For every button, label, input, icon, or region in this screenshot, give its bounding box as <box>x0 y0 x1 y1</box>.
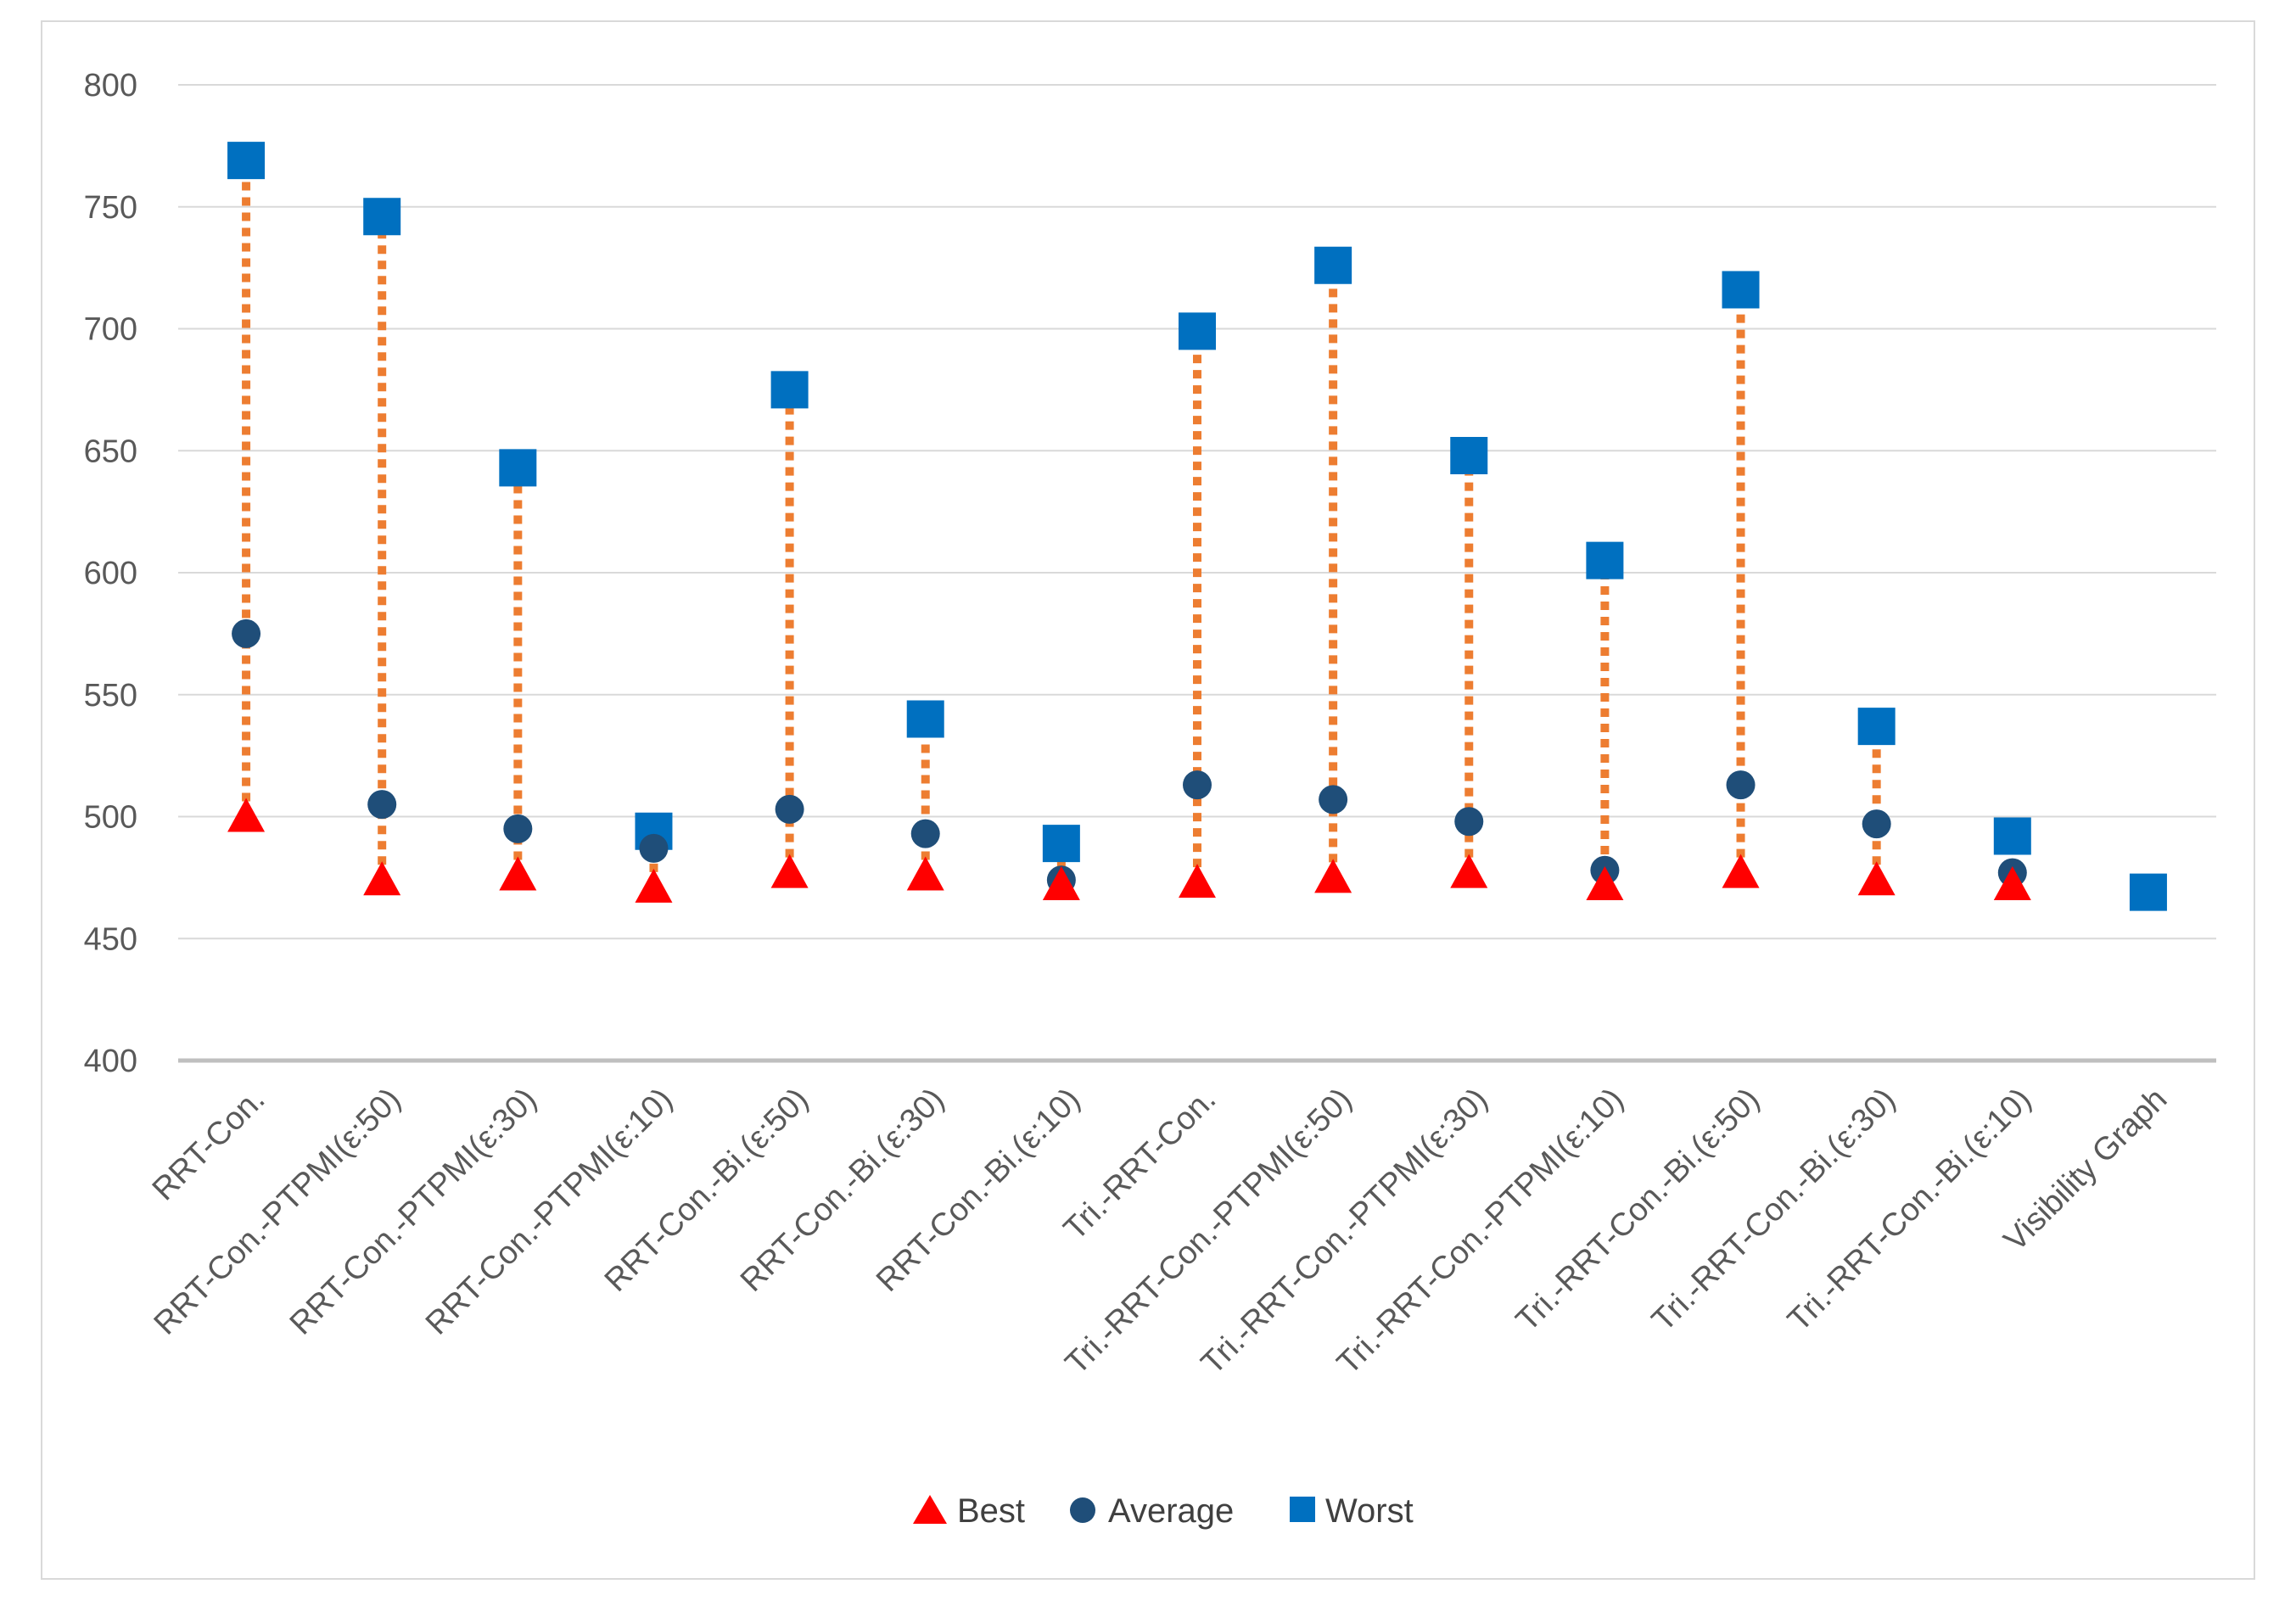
x-axis-category-labels: RRT-Con.RRT-Con.-PTPMI(ε:50)RRT-Con.-PTP… <box>146 1082 2175 1382</box>
x-category-label: RRT-Con.-PTPMI(ε:30) <box>283 1082 544 1342</box>
best-marker <box>906 856 944 891</box>
y-tick-label: 600 <box>84 556 137 591</box>
legend-worst-label: Worst <box>1325 1492 1414 1530</box>
x-category-label: Tri.-RRT-Con.-PTPMI(ε:50) <box>1059 1082 1359 1382</box>
legend-average-marker-icon <box>1070 1497 1095 1523</box>
legend-worst-marker-icon <box>1290 1497 1315 1522</box>
worst-marker <box>1450 437 1488 474</box>
x-category-label: Tri.-RRT-Con.-PTPMI(ε:10) <box>1330 1082 1631 1382</box>
best-marker <box>499 856 537 891</box>
worst-marker <box>1586 541 1624 579</box>
average-marker <box>639 833 669 863</box>
worst-marker <box>1179 312 1216 350</box>
best-marker <box>1314 859 1352 893</box>
best-marker <box>1993 866 2031 900</box>
best-marker <box>227 798 266 832</box>
chart-frame: 400 450 500 550 600 650 700 750 800 RRT-Con. RRT-… <box>41 20 2255 1580</box>
average-marker <box>1726 770 1756 800</box>
average-marker <box>910 819 940 848</box>
y-tick-label: 650 <box>84 434 137 469</box>
x-category-label: RRT-Con.-PTPMI(ε:50) <box>148 1082 408 1342</box>
average-marker <box>1454 807 1484 837</box>
y-axis-tick-labels: 400 450 500 550 600 650 700 750 800 <box>84 68 137 1079</box>
legend-average-label: Average <box>1108 1492 1234 1530</box>
y-tick-label: 700 <box>84 312 137 348</box>
best-marker <box>770 854 809 888</box>
x-category-label: RRT-Con.-PTPMI(ε:10) <box>419 1082 680 1342</box>
y-tick-label: 400 <box>84 1044 137 1079</box>
x-category-label: RRT-Con. <box>146 1082 272 1208</box>
best-marker <box>1722 854 1760 888</box>
legend-item-best[interactable]: Best <box>913 1492 1025 1530</box>
legend: Best Average Worst <box>913 1492 1414 1530</box>
y-tick-label: 550 <box>84 678 137 714</box>
worst-marker <box>499 449 537 487</box>
y-tick-label: 500 <box>84 800 137 836</box>
legend-item-worst[interactable]: Worst <box>1290 1492 1414 1530</box>
average-marker <box>232 618 261 648</box>
y-tick-label: 800 <box>84 68 137 104</box>
average-marker <box>1862 809 1891 839</box>
legend-item-average[interactable]: Average <box>1070 1492 1234 1530</box>
best-marker <box>1450 854 1488 888</box>
best-marker <box>1179 864 1216 898</box>
worst-marker <box>1042 825 1080 863</box>
y-tick-label: 450 <box>84 921 137 957</box>
worst-marker <box>1314 246 1352 284</box>
legend-best-marker-icon <box>913 1495 947 1524</box>
worst-marker <box>1993 817 2031 855</box>
x-category-label: Tri.-RRT-Con.-PTPMI(ε:30) <box>1195 1082 1495 1382</box>
best-marker <box>635 868 673 903</box>
best-marker <box>1586 866 1624 900</box>
best-marker <box>1857 861 1896 896</box>
worst-marker <box>906 700 944 738</box>
average-marker <box>1183 770 1212 800</box>
worst-marker <box>227 142 266 180</box>
data-markers <box>227 142 2167 911</box>
x-category-label: Tri.-RRT-Con.-Bi.(ε:50) <box>1509 1082 1767 1339</box>
worst-marker <box>1857 708 1896 746</box>
worst-marker <box>1722 271 1760 309</box>
x-category-label: Tri.-RRT-Con.-Bi.(ε:10) <box>1781 1082 2038 1339</box>
y-tick-label: 750 <box>84 190 137 226</box>
worst-marker <box>363 198 401 236</box>
legend-best-label: Best <box>957 1492 1025 1530</box>
x-category-label: Tri.-RRT-Con.-Bi.(ε:30) <box>1645 1082 1902 1339</box>
average-marker <box>1319 785 1348 814</box>
worst-marker <box>770 371 809 409</box>
average-marker <box>503 814 533 843</box>
best-marker <box>1042 866 1080 900</box>
average-marker <box>775 794 804 824</box>
worst-marker <box>2129 873 2167 911</box>
best-marker <box>363 861 401 896</box>
average-marker <box>367 790 397 820</box>
